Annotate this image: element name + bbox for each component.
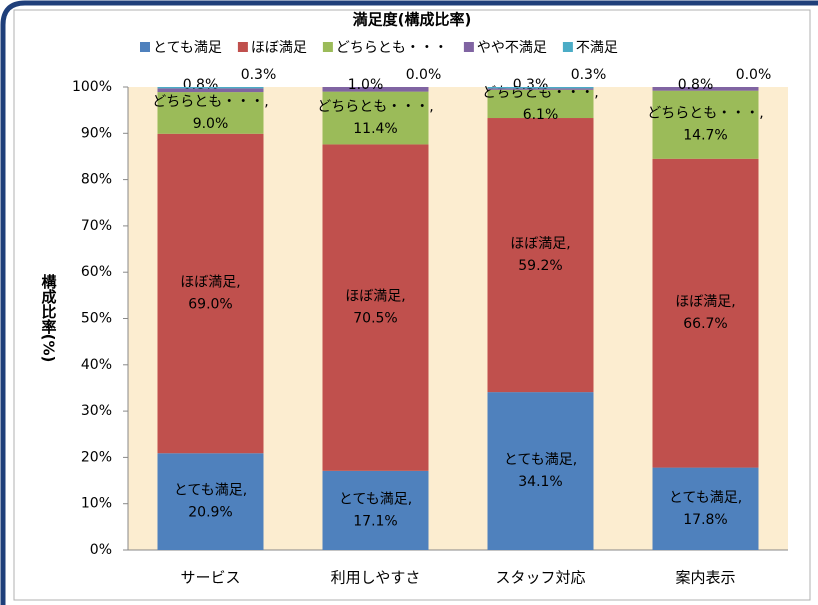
data-label: ほぼ満足, [345, 289, 405, 305]
data-label: 0.3% [513, 77, 549, 93]
data-label: ほぼ満足, [180, 274, 240, 290]
data-label: 66.7% [683, 316, 727, 332]
legend-label: ほぼ満足 [251, 40, 307, 56]
chart-title: 満足度(構成比率) [353, 11, 472, 29]
bar-segment [652, 158, 759, 468]
bar-segment [652, 87, 759, 91]
data-label: 9.0% [193, 116, 229, 132]
data-label: とても満足, [339, 491, 412, 507]
y-tick-label: 30% [81, 403, 112, 419]
data-label: どちらとも・・・, [152, 94, 268, 110]
x-tick-label: 利用しやすさ [331, 569, 421, 587]
bar-segment [487, 118, 594, 393]
bar-segment [157, 92, 264, 134]
data-label: 6.1% [523, 107, 559, 123]
data-label: 20.9% [188, 505, 232, 521]
legend-swatch [463, 42, 474, 52]
legend-label: とても満足 [153, 40, 222, 56]
y-tick-label: 10% [81, 496, 112, 512]
y-tick-label: 20% [81, 449, 112, 465]
legend-label: やや不満足 [477, 40, 547, 56]
x-tick-label: スタッフ対応 [495, 569, 585, 587]
y-tick-label: 40% [81, 357, 112, 373]
bar-segment [487, 89, 594, 119]
legend-swatch [237, 42, 248, 52]
data-label: 0.0% [406, 67, 442, 83]
data-label: ほぼ満足, [510, 236, 570, 252]
y-tick-label: 0% [90, 542, 112, 558]
data-label: 0.8% [183, 77, 219, 93]
bar-segment [157, 87, 264, 89]
bar-segment [322, 87, 429, 92]
bar-segment [322, 91, 429, 145]
x-tick-label: 案内表示 [675, 569, 735, 587]
data-label: とても満足, [174, 483, 247, 499]
bar-segment [322, 144, 429, 471]
data-label: 0.3% [241, 67, 277, 83]
bar-segment [157, 88, 264, 93]
bar-segment [487, 87, 594, 89]
bar-segment [652, 467, 759, 550]
data-label: 69.0% [188, 296, 232, 312]
legend-swatch [322, 42, 333, 52]
legend-label: どちらとも・・・ [336, 40, 448, 56]
data-label: 34.1% [518, 474, 562, 490]
data-label: どちらとも・・・, [647, 106, 763, 122]
data-label: 70.5% [353, 311, 397, 327]
bar-segment [487, 392, 594, 550]
bar-segment [487, 88, 594, 90]
x-tick-label: サービス [180, 569, 240, 587]
data-label: 17.1% [353, 513, 397, 529]
data-label: 1.0% [348, 77, 384, 93]
legend-swatch [140, 42, 150, 52]
legend-swatch [562, 42, 573, 52]
y-tick-label: 50% [81, 311, 112, 327]
y-tick-label: 100% [72, 79, 112, 95]
data-label: ほぼ満足, [675, 294, 735, 310]
data-label: どちらとも・・・, [317, 99, 433, 115]
data-label: 11.4% [353, 121, 397, 137]
data-label: とても満足, [504, 452, 577, 468]
data-label: 59.2% [518, 258, 562, 274]
bar-segment [322, 470, 429, 550]
data-label: 0.0% [736, 67, 772, 83]
bar-segment [157, 453, 264, 550]
y-tick-label: 70% [81, 218, 112, 234]
legend-label: 不満足 [576, 40, 618, 56]
y-tick-label: 80% [81, 172, 112, 188]
data-label: 17.8% [683, 512, 727, 528]
y-axis-title: 構成比率(%) [40, 273, 58, 363]
y-tick-label: 90% [81, 125, 112, 141]
data-label: 0.8% [678, 77, 714, 93]
data-label: 0.3% [571, 67, 607, 83]
data-label: とても満足, [669, 490, 742, 506]
y-tick-label: 60% [81, 264, 112, 280]
bar-segment [652, 90, 759, 159]
data-label: 14.7% [683, 128, 727, 144]
bar-segment [157, 133, 264, 454]
